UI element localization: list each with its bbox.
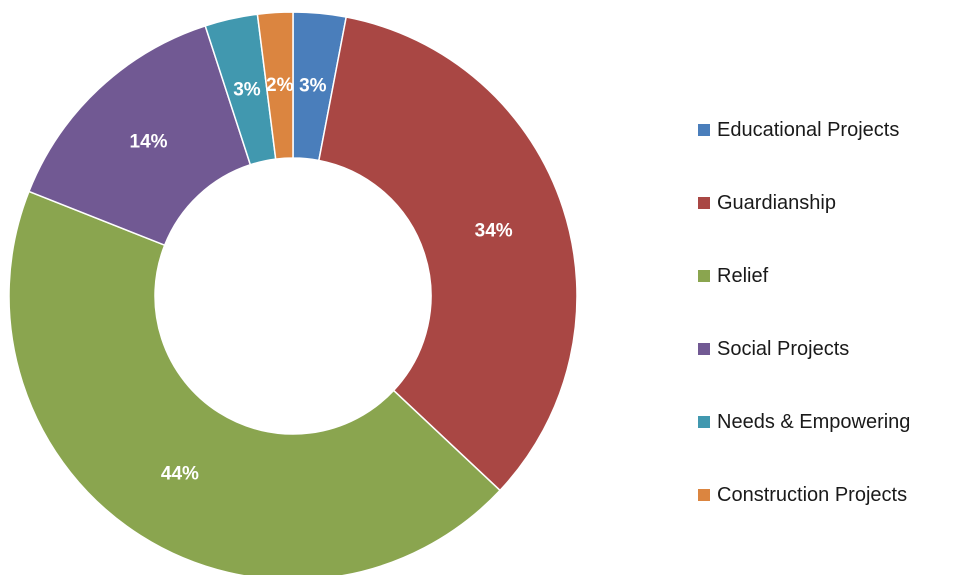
legend-item-needs-and-empowering: Needs & Empowering	[698, 409, 960, 482]
legend-label: Social Projects	[717, 338, 850, 360]
legend-item-relief: Relief	[698, 263, 960, 336]
legend-swatch	[698, 343, 710, 355]
legend-swatch	[698, 270, 710, 282]
donut-slices	[8, 11, 578, 575]
data-label-needs-and-empowering: 3%	[233, 80, 261, 101]
legend-item-social-projects: Social Projects	[698, 336, 960, 409]
legend-label: Construction Projects	[717, 484, 908, 506]
legend-swatch	[698, 489, 710, 501]
legend-swatch	[698, 197, 710, 209]
slice-construction-projects	[256, 11, 294, 160]
data-label-construction-projects: 2%	[266, 75, 294, 96]
slice-relief	[8, 190, 502, 575]
legend-label: Educational Projects	[717, 119, 900, 141]
legend-label: Needs & Empowering	[717, 411, 911, 433]
data-label-social-projects: 14%	[130, 132, 168, 153]
chart-legend: Educational Projects Guardianship Relief So…	[698, 117, 960, 555]
data-label-educational-projects: 3%	[299, 75, 327, 96]
data-label-guardianship: 34%	[475, 220, 513, 241]
legend-item-educational-projects: Educational Projects	[698, 117, 960, 190]
slice-social-projects	[27, 24, 252, 247]
slice-guardianship	[317, 16, 578, 492]
legend-item-guardianship: Guardianship	[698, 190, 960, 263]
data-label-relief: 44%	[161, 464, 199, 485]
slice-labels: 3% 34% 44% 14% 3% 2%	[130, 75, 513, 485]
legend-swatch	[698, 416, 710, 428]
legend-swatch	[698, 124, 710, 136]
legend-label: Guardianship	[717, 192, 836, 214]
legend-item-construction-projects: Construction Projects	[698, 482, 960, 555]
legend-label: Relief	[717, 265, 769, 287]
